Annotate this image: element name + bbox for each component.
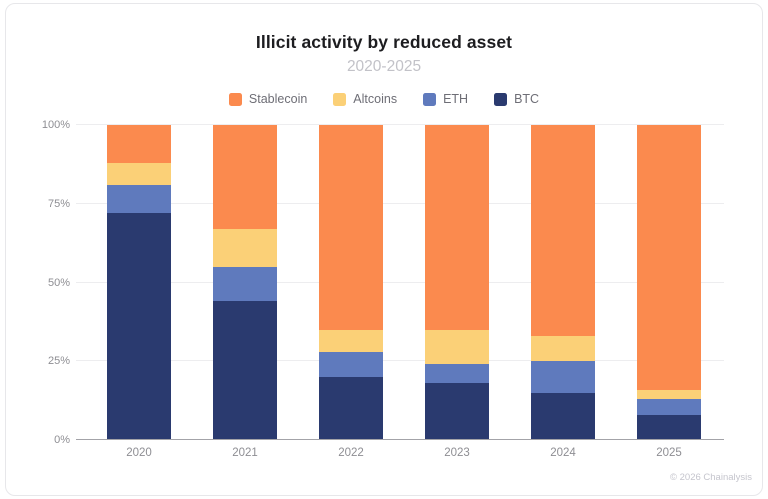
stacked-bar-2023 — [425, 125, 489, 440]
bar-column-2021 — [192, 125, 298, 440]
legend: Stablecoin Altcoins ETH BTC — [6, 92, 762, 106]
bar-segment-stablecoin — [637, 125, 701, 390]
bar-segment-eth — [531, 361, 595, 393]
x-axis: 2020 2021 2022 2023 2024 2025 — [86, 447, 722, 459]
bar-segment-stablecoin — [213, 125, 277, 229]
bar-segment-altcoins — [107, 162, 171, 185]
bar-segment-stablecoin — [107, 125, 171, 163]
bar-segment-eth — [107, 184, 171, 214]
y-tick-label: 75% — [47, 197, 70, 210]
bar-segment-altcoins — [531, 336, 595, 362]
plot-area: 0% 25% 50% 75% 100% 2020 2021 2022 2023 2024 2025 — [42, 119, 724, 459]
bar-segment-btc — [107, 213, 171, 440]
y-tick-label: 25% — [47, 355, 70, 368]
bar-segment-stablecoin — [319, 125, 383, 330]
chart-subtitle: 2020-2025 — [346, 58, 422, 75]
y-tick-label: 0% — [54, 434, 70, 446]
bar-column-2023 — [404, 125, 510, 440]
legend-swatch — [228, 92, 242, 106]
stacked-bar-2022 — [319, 125, 383, 440]
x-axis-line — [76, 438, 724, 440]
bar-segment-btc — [531, 392, 595, 440]
bar-segment-eth — [425, 364, 489, 384]
gridline — [76, 360, 724, 362]
x-tick-label: 2021 — [232, 447, 258, 459]
bar-segment-altcoins — [425, 329, 489, 365]
legend-label: Stablecoin — [248, 92, 308, 106]
bar-segment-btc — [319, 376, 383, 440]
bar-segment-btc — [637, 414, 701, 440]
x-tick-label: 2025 — [656, 447, 682, 459]
stacked-bar-2025 — [637, 125, 701, 440]
chart-card: Illicit activity by reduced asset 2020-2… — [5, 3, 763, 496]
bar-column-2025 — [616, 125, 722, 440]
x-tick-label: 2023 — [444, 447, 470, 459]
x-tick-label: 2020 — [126, 447, 152, 459]
bar-segment-eth — [213, 266, 277, 302]
gridline — [76, 124, 724, 125]
stacked-bar-2021 — [213, 125, 277, 440]
legend-item-eth: ETH — [423, 92, 468, 106]
x-tick-label: 2022 — [338, 447, 364, 459]
bar-segment-altcoins — [319, 329, 383, 352]
attribution-text: © 2026 Chainalysis — [670, 472, 752, 483]
legend-swatch — [494, 92, 508, 106]
legend-swatch — [333, 92, 347, 106]
bar-segment-eth — [637, 399, 701, 415]
chart-title: Illicit activity by reduced asset — [255, 32, 513, 52]
y-tick-label: 50% — [47, 276, 70, 289]
legend-item-btc: BTC — [494, 92, 539, 106]
bar-column-2024 — [510, 125, 616, 440]
bar-segment-eth — [319, 351, 383, 377]
bar-segment-stablecoin — [425, 125, 489, 330]
legend-swatch — [423, 92, 437, 106]
bar-column-2022 — [298, 125, 404, 440]
y-tick-label: 100% — [41, 119, 70, 131]
x-tick-label: 2024 — [550, 447, 576, 459]
legend-item-stablecoin: Stablecoin — [228, 92, 308, 106]
bar-segment-altcoins — [637, 389, 701, 400]
legend-label: ETH — [443, 92, 469, 106]
bars — [86, 125, 722, 440]
bar-column-2020 — [86, 125, 192, 440]
gridline — [76, 281, 724, 283]
gridline — [76, 202, 724, 204]
legend-item-altcoins: Altcoins — [333, 92, 397, 106]
bar-segment-stablecoin — [531, 125, 595, 337]
bar-segment-btc — [213, 301, 277, 440]
bar-segment-btc — [425, 383, 489, 440]
bar-segment-altcoins — [213, 228, 277, 267]
legend-label: BTC — [514, 92, 540, 106]
stacked-bar-2024 — [531, 125, 595, 440]
stacked-bar-2020 — [107, 125, 171, 440]
y-axis: 0% 25% 50% 75% 100% — [26, 119, 78, 446]
legend-label: Altcoins — [353, 92, 398, 106]
